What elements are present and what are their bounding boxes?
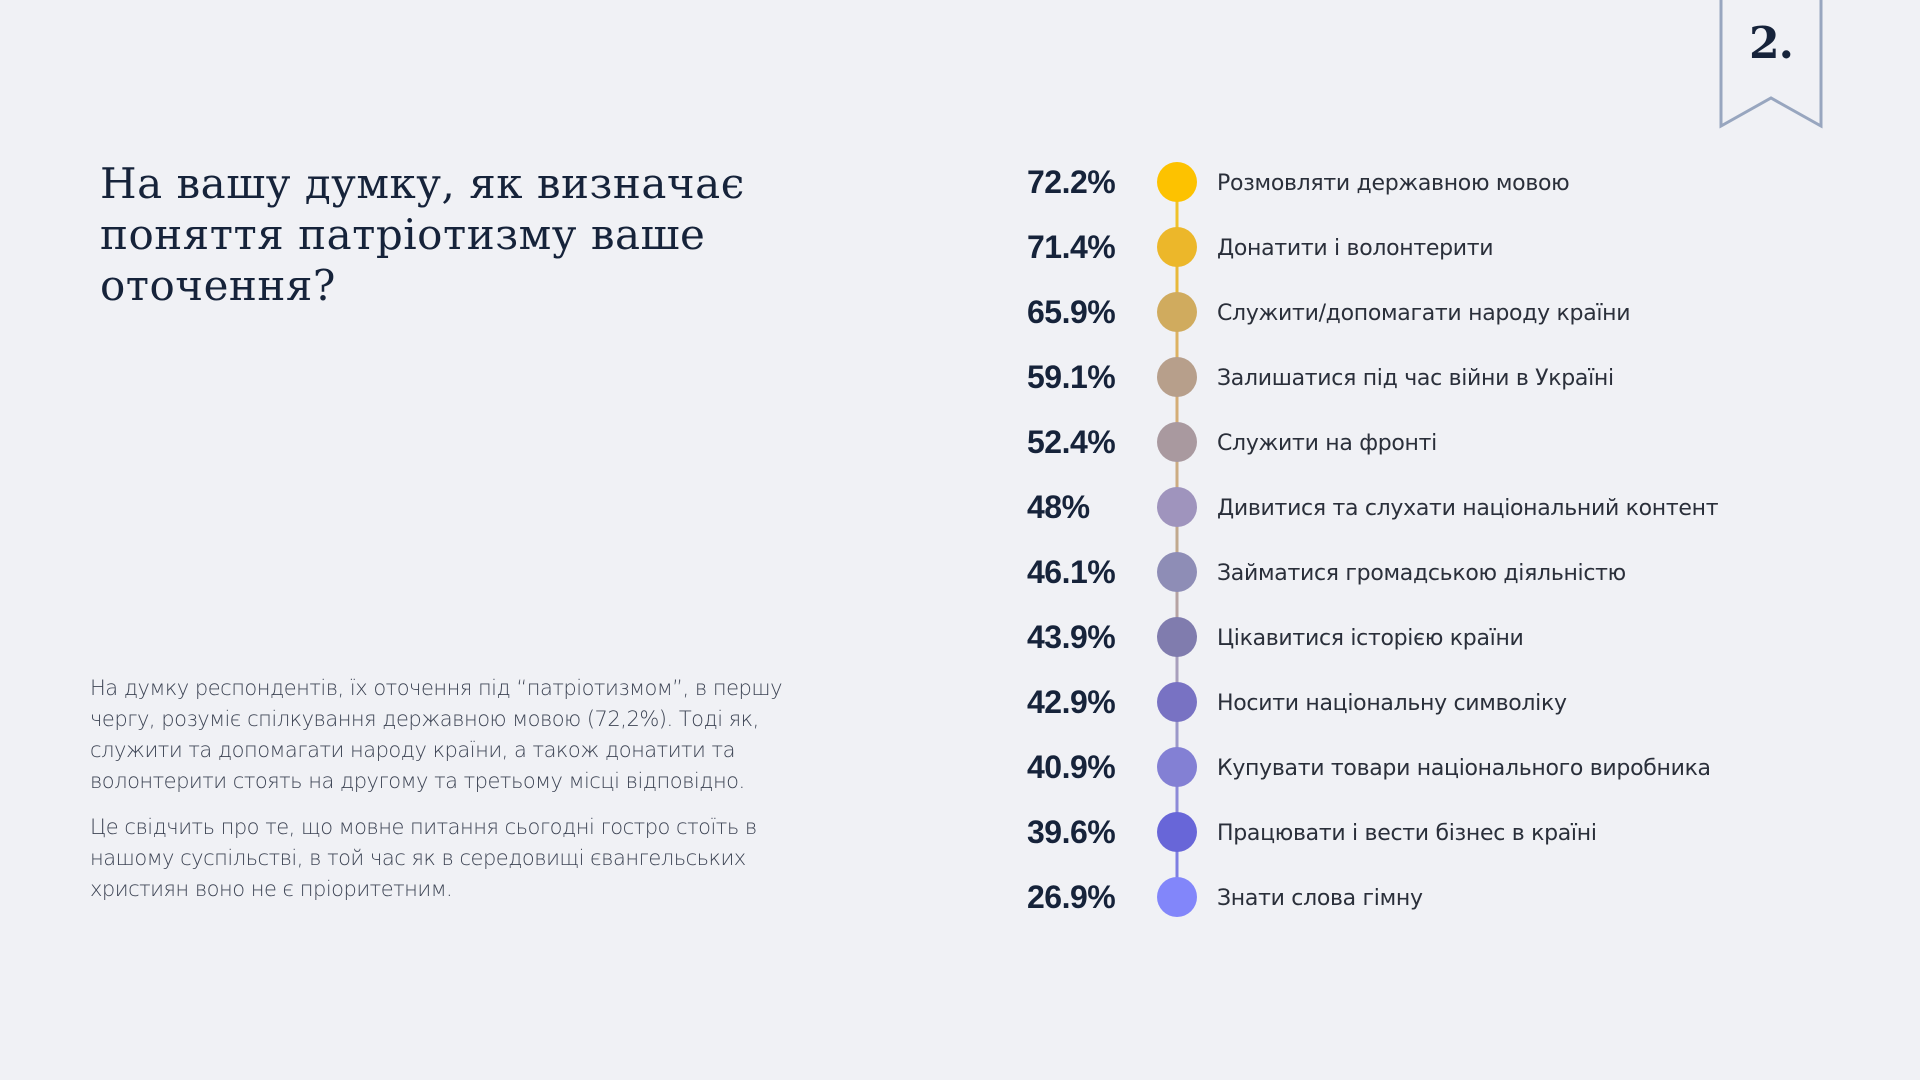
chart-row: 42.9% Носити національну символіку bbox=[1027, 682, 1567, 722]
value-dot bbox=[1157, 812, 1197, 852]
chart-row: 40.9% Купувати товари національного вироб… bbox=[1027, 747, 1711, 787]
page-number: 2. bbox=[1749, 18, 1794, 69]
value-dot bbox=[1157, 617, 1197, 657]
chart-row: 43.9% Цікавитися історією країни bbox=[1027, 617, 1524, 657]
value-dot bbox=[1157, 227, 1197, 267]
category-label: Служити/допомагати народу країни bbox=[1217, 301, 1630, 326]
page-number-bookmark: 2. bbox=[1718, 0, 1824, 130]
value-dot bbox=[1157, 357, 1197, 397]
chart-row: 65.9% Служити/допомагати народу країни bbox=[1027, 292, 1631, 332]
value-dot bbox=[1157, 877, 1197, 917]
category-label: Носити національну символіку bbox=[1217, 691, 1567, 716]
category-label: Залишатися під час війни в Україні bbox=[1217, 366, 1614, 391]
category-label: Купувати товари національного виробника bbox=[1217, 756, 1711, 781]
category-label: Знати слова гімну bbox=[1217, 886, 1423, 911]
percentage-label: 43.9% bbox=[1027, 619, 1115, 655]
chart-row: 48% Дивитися та слухати національний конт… bbox=[1027, 487, 1719, 527]
category-label: Служити на фронті bbox=[1217, 431, 1437, 456]
percentage-label: 48% bbox=[1027, 489, 1090, 525]
chart-row: 39.6% Працювати і вести бізнес в країні bbox=[1027, 812, 1597, 852]
category-label: Донатити і волонтерити bbox=[1217, 236, 1493, 261]
value-dot bbox=[1157, 487, 1197, 527]
chart-row: 72.2% Розмовляти державною мовою bbox=[1027, 162, 1570, 202]
value-dot bbox=[1157, 422, 1197, 462]
chart-row: 71.4% Донатити і волонтерити bbox=[1027, 227, 1494, 267]
page-title: На вашу думку, як визначає поняття патрі… bbox=[100, 159, 745, 310]
bookmark-ribbon-icon bbox=[1719, 0, 1823, 129]
category-label: Дивитися та слухати національний контент bbox=[1217, 496, 1719, 521]
percentage-label: 65.9% bbox=[1027, 294, 1115, 330]
value-dot bbox=[1157, 682, 1197, 722]
percentage-label: 52.4% bbox=[1027, 424, 1115, 460]
value-dot bbox=[1157, 552, 1197, 592]
category-label: Займатися громадською діяльністю bbox=[1217, 561, 1626, 586]
chart-row: 59.1% Залишатися під час війни в Україні bbox=[1027, 357, 1614, 397]
chart-row: 46.1% Займатися громадською діяльністю bbox=[1027, 552, 1626, 592]
description-paragraph-1: На думку респондентів, їх оточення під “… bbox=[90, 676, 783, 793]
value-dot bbox=[1157, 747, 1197, 787]
value-dot bbox=[1157, 292, 1197, 332]
percentage-label: 40.9% bbox=[1027, 749, 1115, 785]
percentage-label: 42.9% bbox=[1027, 684, 1115, 720]
chart-row: 26.9% Знати слова гімну bbox=[1027, 877, 1423, 917]
chart-row: 52.4% Служити на фронті bbox=[1027, 422, 1437, 462]
description: На думку респондентів, їх оточення під “… bbox=[90, 673, 810, 920]
percentage-label: 72.2% bbox=[1027, 164, 1115, 200]
category-label: Працювати і вести бізнес в країні bbox=[1217, 821, 1597, 846]
percentage-label: 46.1% bbox=[1027, 554, 1115, 590]
percentage-label: 71.4% bbox=[1027, 229, 1115, 265]
percentage-label: 39.6% bbox=[1027, 814, 1115, 850]
category-label: Розмовляти державною мовою bbox=[1217, 171, 1569, 196]
description-paragraph-2: Це свідчить про те, що мовне питання сьо… bbox=[90, 815, 757, 901]
category-label: Цікавитися історією країни bbox=[1217, 626, 1524, 651]
percentage-label: 59.1% bbox=[1027, 359, 1115, 395]
value-dot bbox=[1157, 162, 1197, 202]
percentage-label: 26.9% bbox=[1027, 879, 1115, 915]
